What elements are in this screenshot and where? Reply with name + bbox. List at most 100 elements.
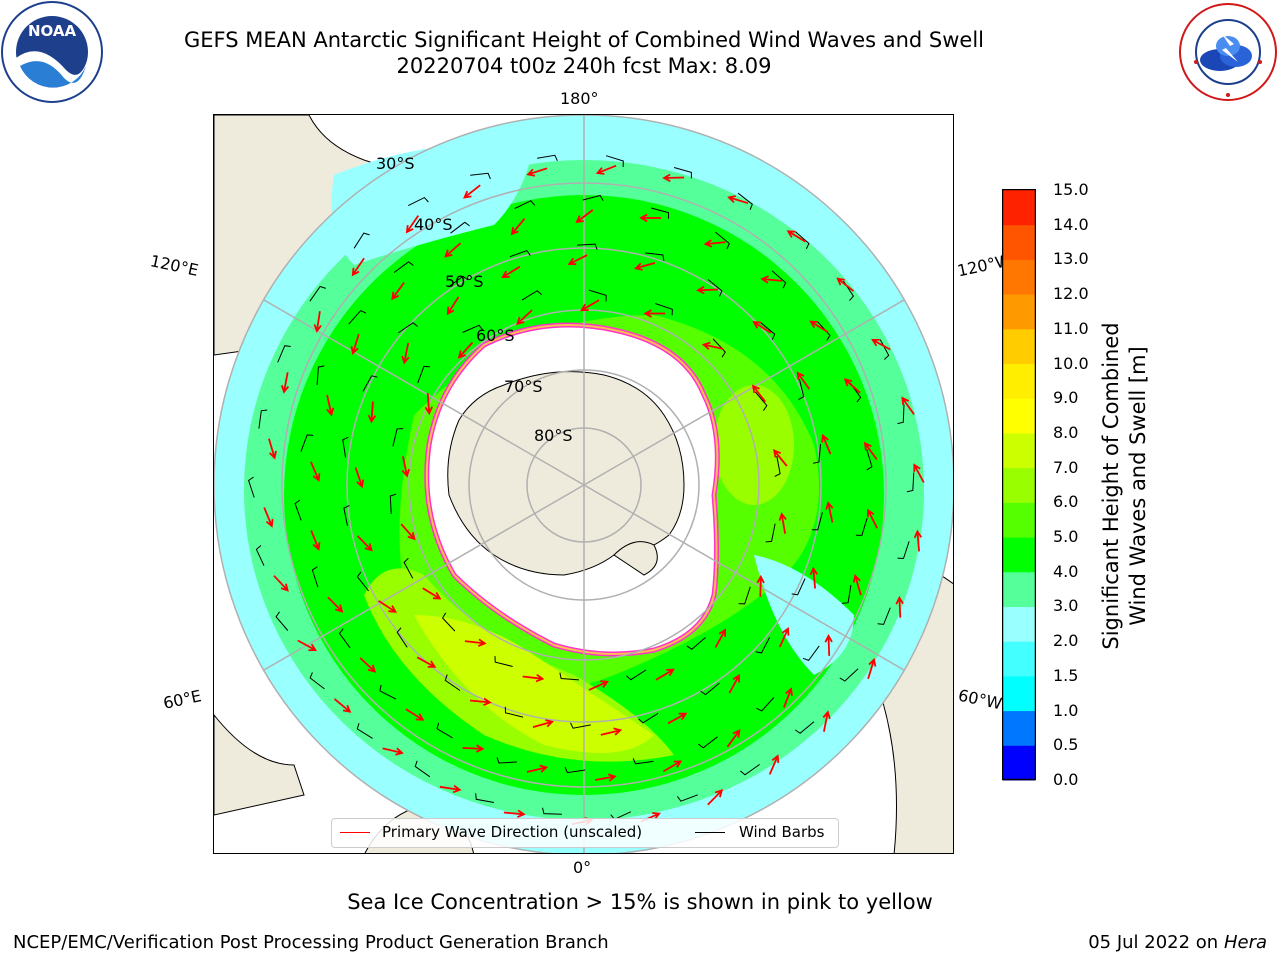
wind-barb (316, 365, 325, 386)
wave-direction-arrow (639, 213, 662, 223)
lon-label-180: 180° (560, 89, 599, 108)
wind-barb (795, 231, 810, 250)
wind-barb (300, 434, 314, 452)
wind-barb (311, 566, 319, 588)
wind-barb (897, 404, 905, 425)
wind-barb (470, 172, 491, 180)
map-title: GEFS MEAN Antarctic Significant Height o… (183, 28, 985, 52)
wave-direction-arrow (503, 809, 526, 818)
colorbar-cell (1003, 502, 1035, 538)
wind-barb (475, 793, 494, 803)
wave-direction-arrow (464, 638, 487, 647)
graticule (214, 115, 953, 853)
colorbar-tick-label: 14.0 (1053, 214, 1089, 234)
sea-ice-note: Sea Ice Concentration > 15% is shown in … (347, 890, 933, 914)
wind-barb (673, 167, 692, 179)
wave-direction-arrow (655, 668, 675, 681)
wave-direction-arrow (367, 401, 377, 424)
footer-date: 05 Jul 2022 on Hera (1088, 932, 1267, 953)
colorbar-label-line1: Significant Height of Combined (1099, 322, 1123, 650)
wave-direction-arrow (895, 595, 904, 618)
wave-direction-arrow (297, 639, 318, 651)
colorbar-tick-label: 5.0 (1053, 527, 1079, 547)
wind-barb (343, 505, 350, 526)
wave-direction-arrow (595, 164, 617, 175)
wind-barb (277, 345, 291, 363)
colorbar-tick-label: 8.0 (1053, 422, 1079, 442)
wind-barb (760, 322, 776, 340)
colorbar-tick-label: 11.0 (1053, 318, 1089, 338)
wind-barb (605, 155, 624, 168)
wave-direction-arrow (310, 530, 321, 551)
colorbar-cell (1003, 537, 1035, 573)
wave-direction-arrow (268, 438, 277, 460)
wind-barb (448, 275, 469, 288)
lon-label-0: 0° (573, 858, 592, 877)
wind-barb (698, 736, 718, 749)
antarctica (447, 371, 685, 576)
wave-direction-arrow (405, 215, 420, 234)
wind-barb (436, 722, 453, 739)
wind-barb (504, 706, 524, 718)
polar-map[interactable]: 30°S 40°S 50°S 60°S 70°S 80°S (214, 115, 954, 854)
wind-barb (338, 628, 351, 649)
wind-barb (362, 375, 378, 392)
wave-direction-arrow (516, 309, 533, 326)
wind-barb (582, 194, 604, 201)
wave-direction-arrow (310, 461, 321, 482)
wind-barb (650, 207, 669, 219)
footer-branch: NCEP/EMC/Verification Post Processing Pr… (13, 932, 609, 953)
wave-direction-arrow (532, 719, 554, 728)
wave-direction-arrow (707, 789, 724, 806)
wave-direction-arrow (391, 281, 405, 301)
wave-direction-arrow (595, 773, 617, 782)
lat-label-50s: 50°S (445, 272, 484, 291)
wave-direction-arrow (821, 433, 832, 455)
colorbar-tick-label: 10.0 (1053, 353, 1089, 373)
wind-barb (712, 338, 726, 358)
wind-barb (255, 545, 265, 566)
colorbar-tick-label: 0.0 (1053, 770, 1079, 789)
map-panel[interactable]: 30°S 40°S 50°S 60°S 70°S 80°S (213, 114, 954, 854)
wave-direction-arrow (526, 764, 549, 773)
noaa-logo-text: NOAA (28, 22, 77, 40)
wind-barb (707, 279, 723, 297)
wind-barb (496, 757, 517, 764)
wave-direction-arrow (901, 396, 915, 415)
lat-label-30s: 30°S (376, 154, 415, 173)
colorbar-cell (1003, 190, 1035, 226)
wind-barb (839, 668, 859, 682)
colorbar-label: Significant Height of Combined Wind Wave… (1098, 286, 1158, 686)
colorbar-cell (1003, 224, 1035, 260)
wave-direction-label: Primary Wave Direction (unscaled) (382, 823, 643, 841)
wave-direction-arrow (913, 529, 923, 552)
lat-label-70s: 70°S (504, 377, 543, 396)
colorbar-cell (1003, 398, 1035, 434)
wave-direction-arrow (667, 712, 688, 725)
footer-date-text: 05 Jul 2022 on (1088, 932, 1224, 953)
colorbar (1002, 189, 1036, 781)
colorbar-cell (1003, 745, 1035, 781)
colorbar-cell (1003, 294, 1035, 330)
wind-barb (676, 794, 698, 802)
wave-direction-arrow (580, 299, 600, 312)
wind-barb (632, 758, 654, 765)
wave-direction-arrow (703, 239, 726, 248)
wave-direction-arrow (871, 339, 891, 351)
wave-direction-arrow (852, 574, 862, 596)
wind-barb (738, 586, 751, 605)
wave-direction-arrow (401, 456, 410, 478)
wind-barb (897, 541, 910, 560)
colorbar-tick-label: 2.0 (1053, 631, 1079, 651)
wave-direction-arrow (501, 265, 521, 279)
wave-direction-arrow (836, 277, 855, 292)
wind-barb (441, 612, 456, 632)
wind-barb (444, 674, 461, 691)
wave-direction-arrow (469, 697, 492, 706)
wave-direction-arrow (634, 262, 656, 271)
wind-barb (755, 636, 771, 654)
colorbar-cell (1003, 675, 1035, 712)
wave-direction-arrow (444, 242, 462, 258)
wave-direction-arrow (662, 173, 685, 182)
wind-barb (638, 712, 659, 724)
